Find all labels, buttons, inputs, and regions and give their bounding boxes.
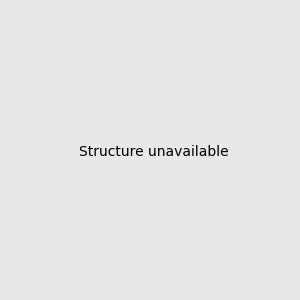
Text: Structure unavailable: Structure unavailable [79, 145, 229, 158]
